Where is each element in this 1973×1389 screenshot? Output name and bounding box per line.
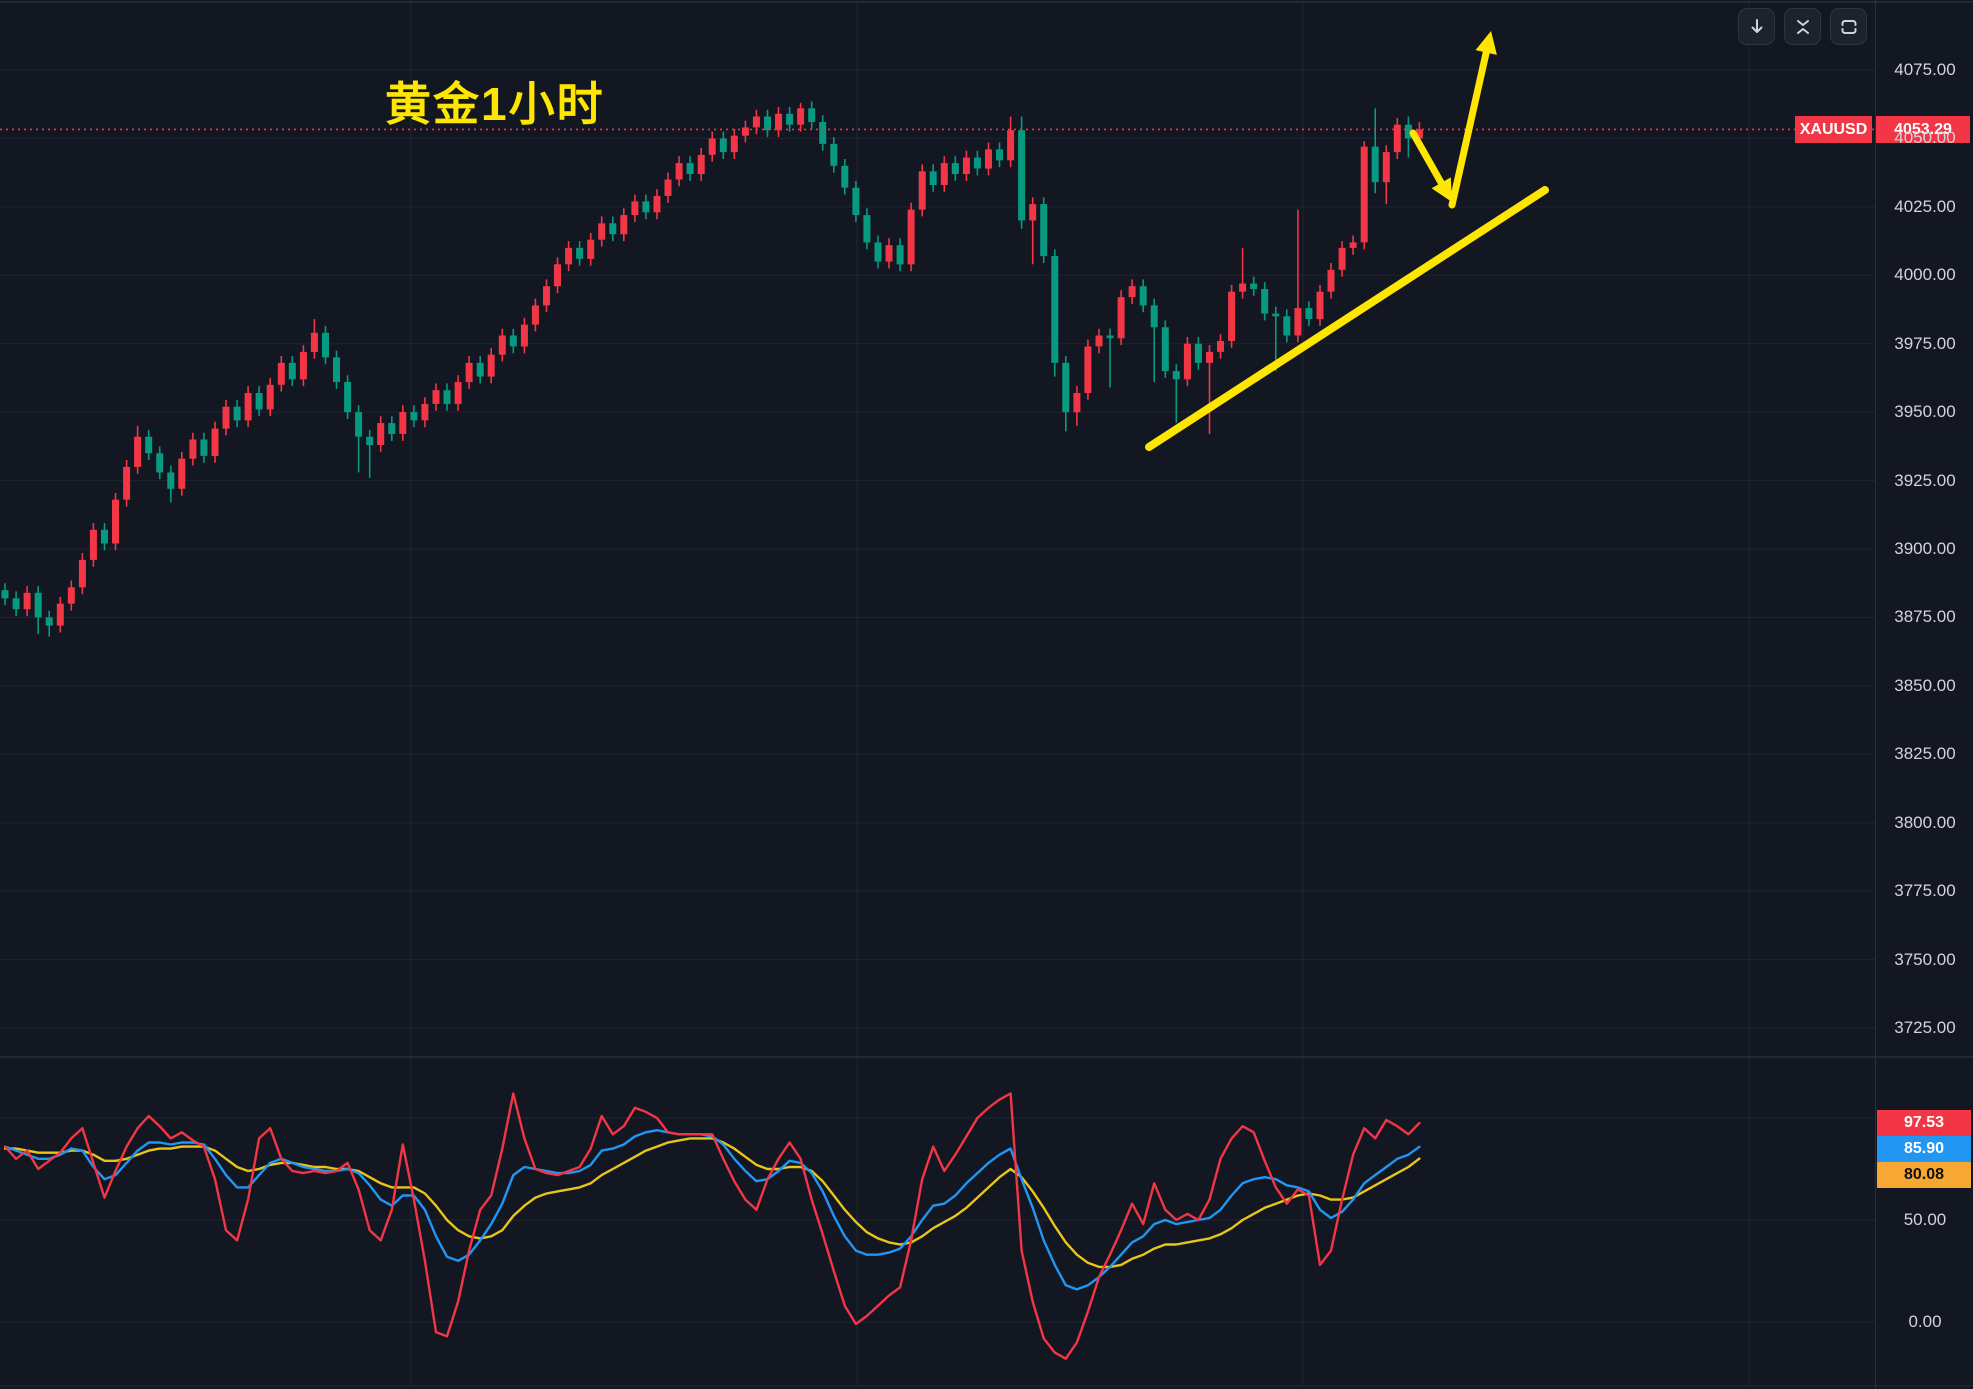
price-axis-label: 3750.00 bbox=[1894, 949, 1956, 969]
maximize-icon bbox=[1840, 18, 1858, 36]
kdj-j-value-badge: 97.53 bbox=[1877, 1110, 1971, 1136]
price-axis-label: 4000.00 bbox=[1894, 265, 1956, 285]
maximize-pane-button[interactable] bbox=[1830, 8, 1867, 45]
price-axis-label: 4050.00 bbox=[1894, 128, 1956, 148]
arrow-down-drawing[interactable] bbox=[1409, 129, 1452, 202]
indicator-axis-label: 50.00 bbox=[1903, 1210, 1947, 1229]
kdj-indicator bbox=[3, 1092, 1421, 1360]
last-price-label: 4053.29 bbox=[1876, 116, 1970, 143]
price-axis-label: 3950.00 bbox=[1894, 402, 1956, 422]
price-axis-label: 3725.00 bbox=[1894, 1018, 1956, 1037]
price-axis-label: 3825.00 bbox=[1894, 744, 1956, 764]
kdj-d-value-badge: 80.08 bbox=[1877, 1162, 1971, 1188]
price-axis-label: 3975.00 bbox=[1894, 333, 1956, 353]
price-axis-label: 3775.00 bbox=[1894, 881, 1956, 901]
price-axis-label: 3925.00 bbox=[1894, 470, 1956, 490]
chart-toolbar bbox=[1738, 8, 1867, 45]
arrow-up-drawing[interactable] bbox=[1448, 31, 1497, 209]
price-axis-label: 4025.00 bbox=[1894, 196, 1956, 216]
indicator-axis-label: 0.00 bbox=[1908, 1312, 1942, 1331]
arrow-down-icon bbox=[1748, 18, 1766, 36]
kdj-k-value-badge: 85.90 bbox=[1877, 1136, 1971, 1162]
candlestick-series bbox=[1, 101, 1423, 637]
price-axis[interactable]: 97.53 85.90 80.08 4075.00 4050.00 4025.00 4… bbox=[1875, 0, 1973, 1389]
price-axis-label: 3900.00 bbox=[1894, 539, 1956, 558]
price-axis-label: 4075.00 bbox=[1894, 60, 1956, 79]
price-axis-label: 3850.00 bbox=[1894, 675, 1956, 695]
scroll-to-recent-button[interactable] bbox=[1738, 8, 1775, 45]
chart-title-text: 黄金1小时 bbox=[385, 78, 605, 130]
trendline-drawing[interactable] bbox=[1145, 186, 1549, 451]
symbol-price-flag: XAUUSD bbox=[1795, 116, 1872, 143]
collapse-icon bbox=[1794, 18, 1812, 36]
price-axis-label: 3800.00 bbox=[1894, 812, 1956, 832]
price-axis-label: 3875.00 bbox=[1894, 607, 1956, 627]
collapse-pane-button[interactable] bbox=[1784, 8, 1821, 45]
